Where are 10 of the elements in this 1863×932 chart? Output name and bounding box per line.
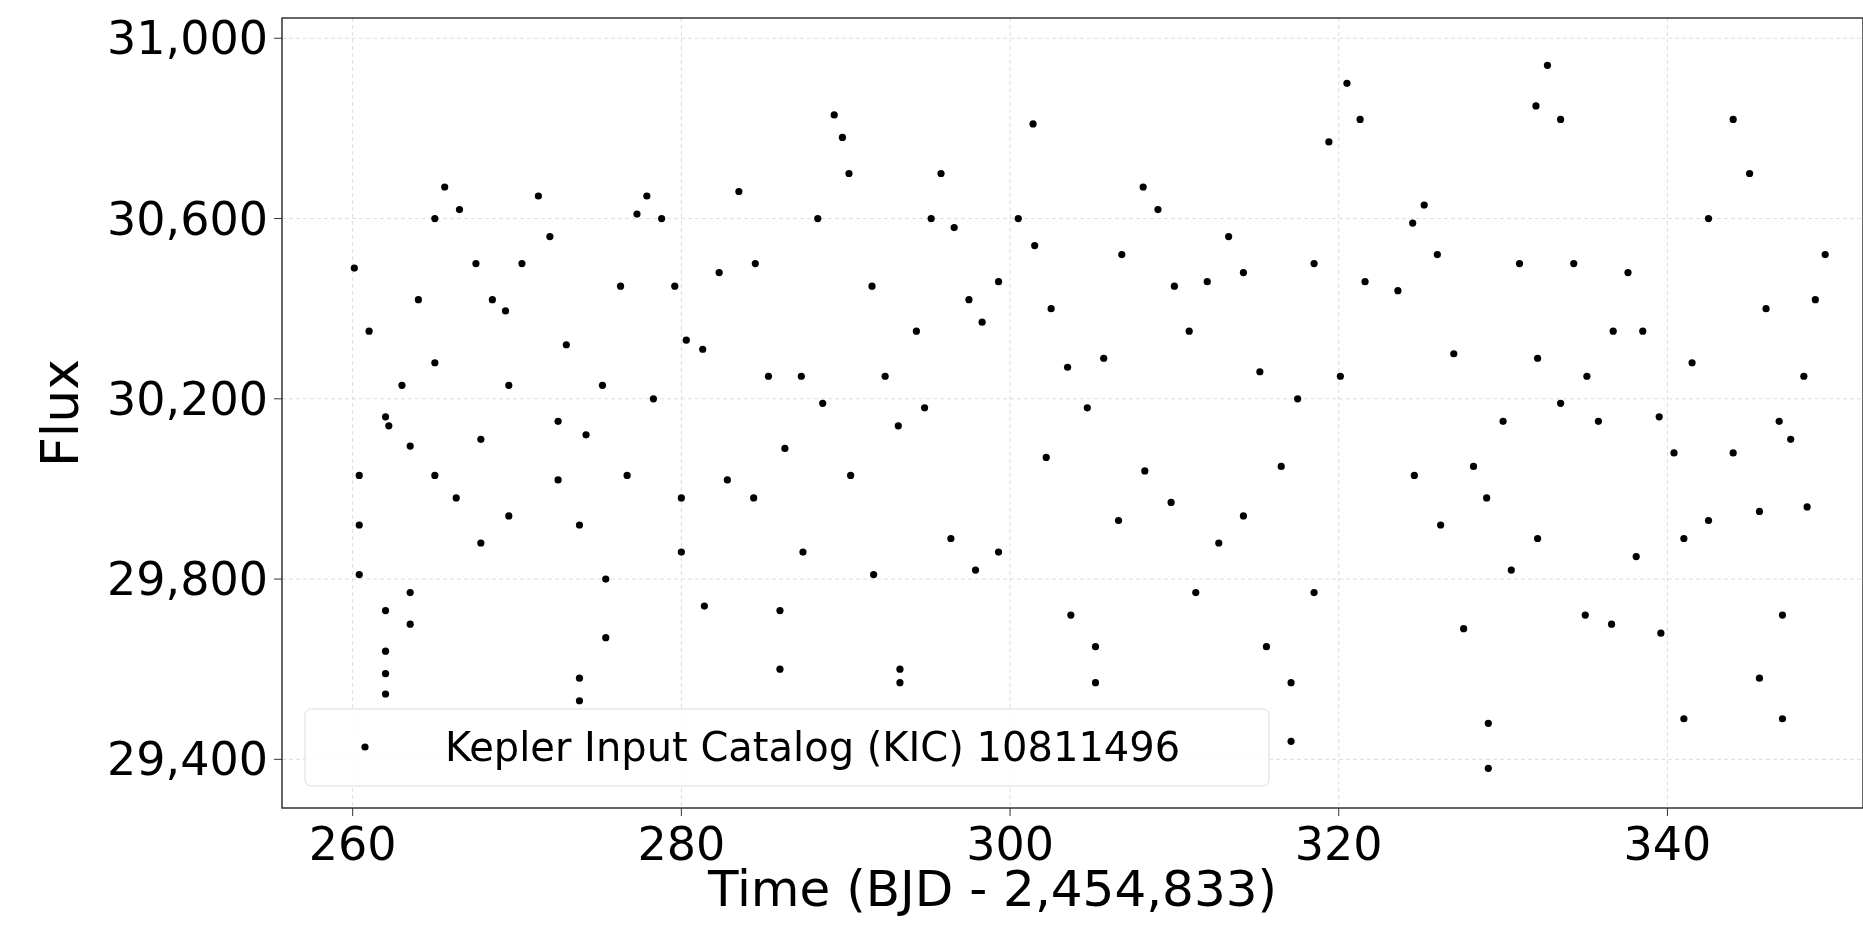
y-tick-label: 30,600 xyxy=(107,191,268,246)
y-tick-label: 29,400 xyxy=(107,732,268,787)
x-tick-label: 340 xyxy=(1623,817,1712,871)
y-axis-title: Flux xyxy=(30,358,90,468)
y-tick-label: 30,200 xyxy=(107,371,268,426)
x-tick-label: 320 xyxy=(1294,817,1383,871)
y-tick-label: 31,000 xyxy=(107,11,268,66)
legend-label: Kepler Input Catalog (KIC) 10811496 xyxy=(445,724,1181,770)
x-tick-label: 260 xyxy=(308,817,397,871)
y-tick-label: 29,800 xyxy=(107,552,268,607)
